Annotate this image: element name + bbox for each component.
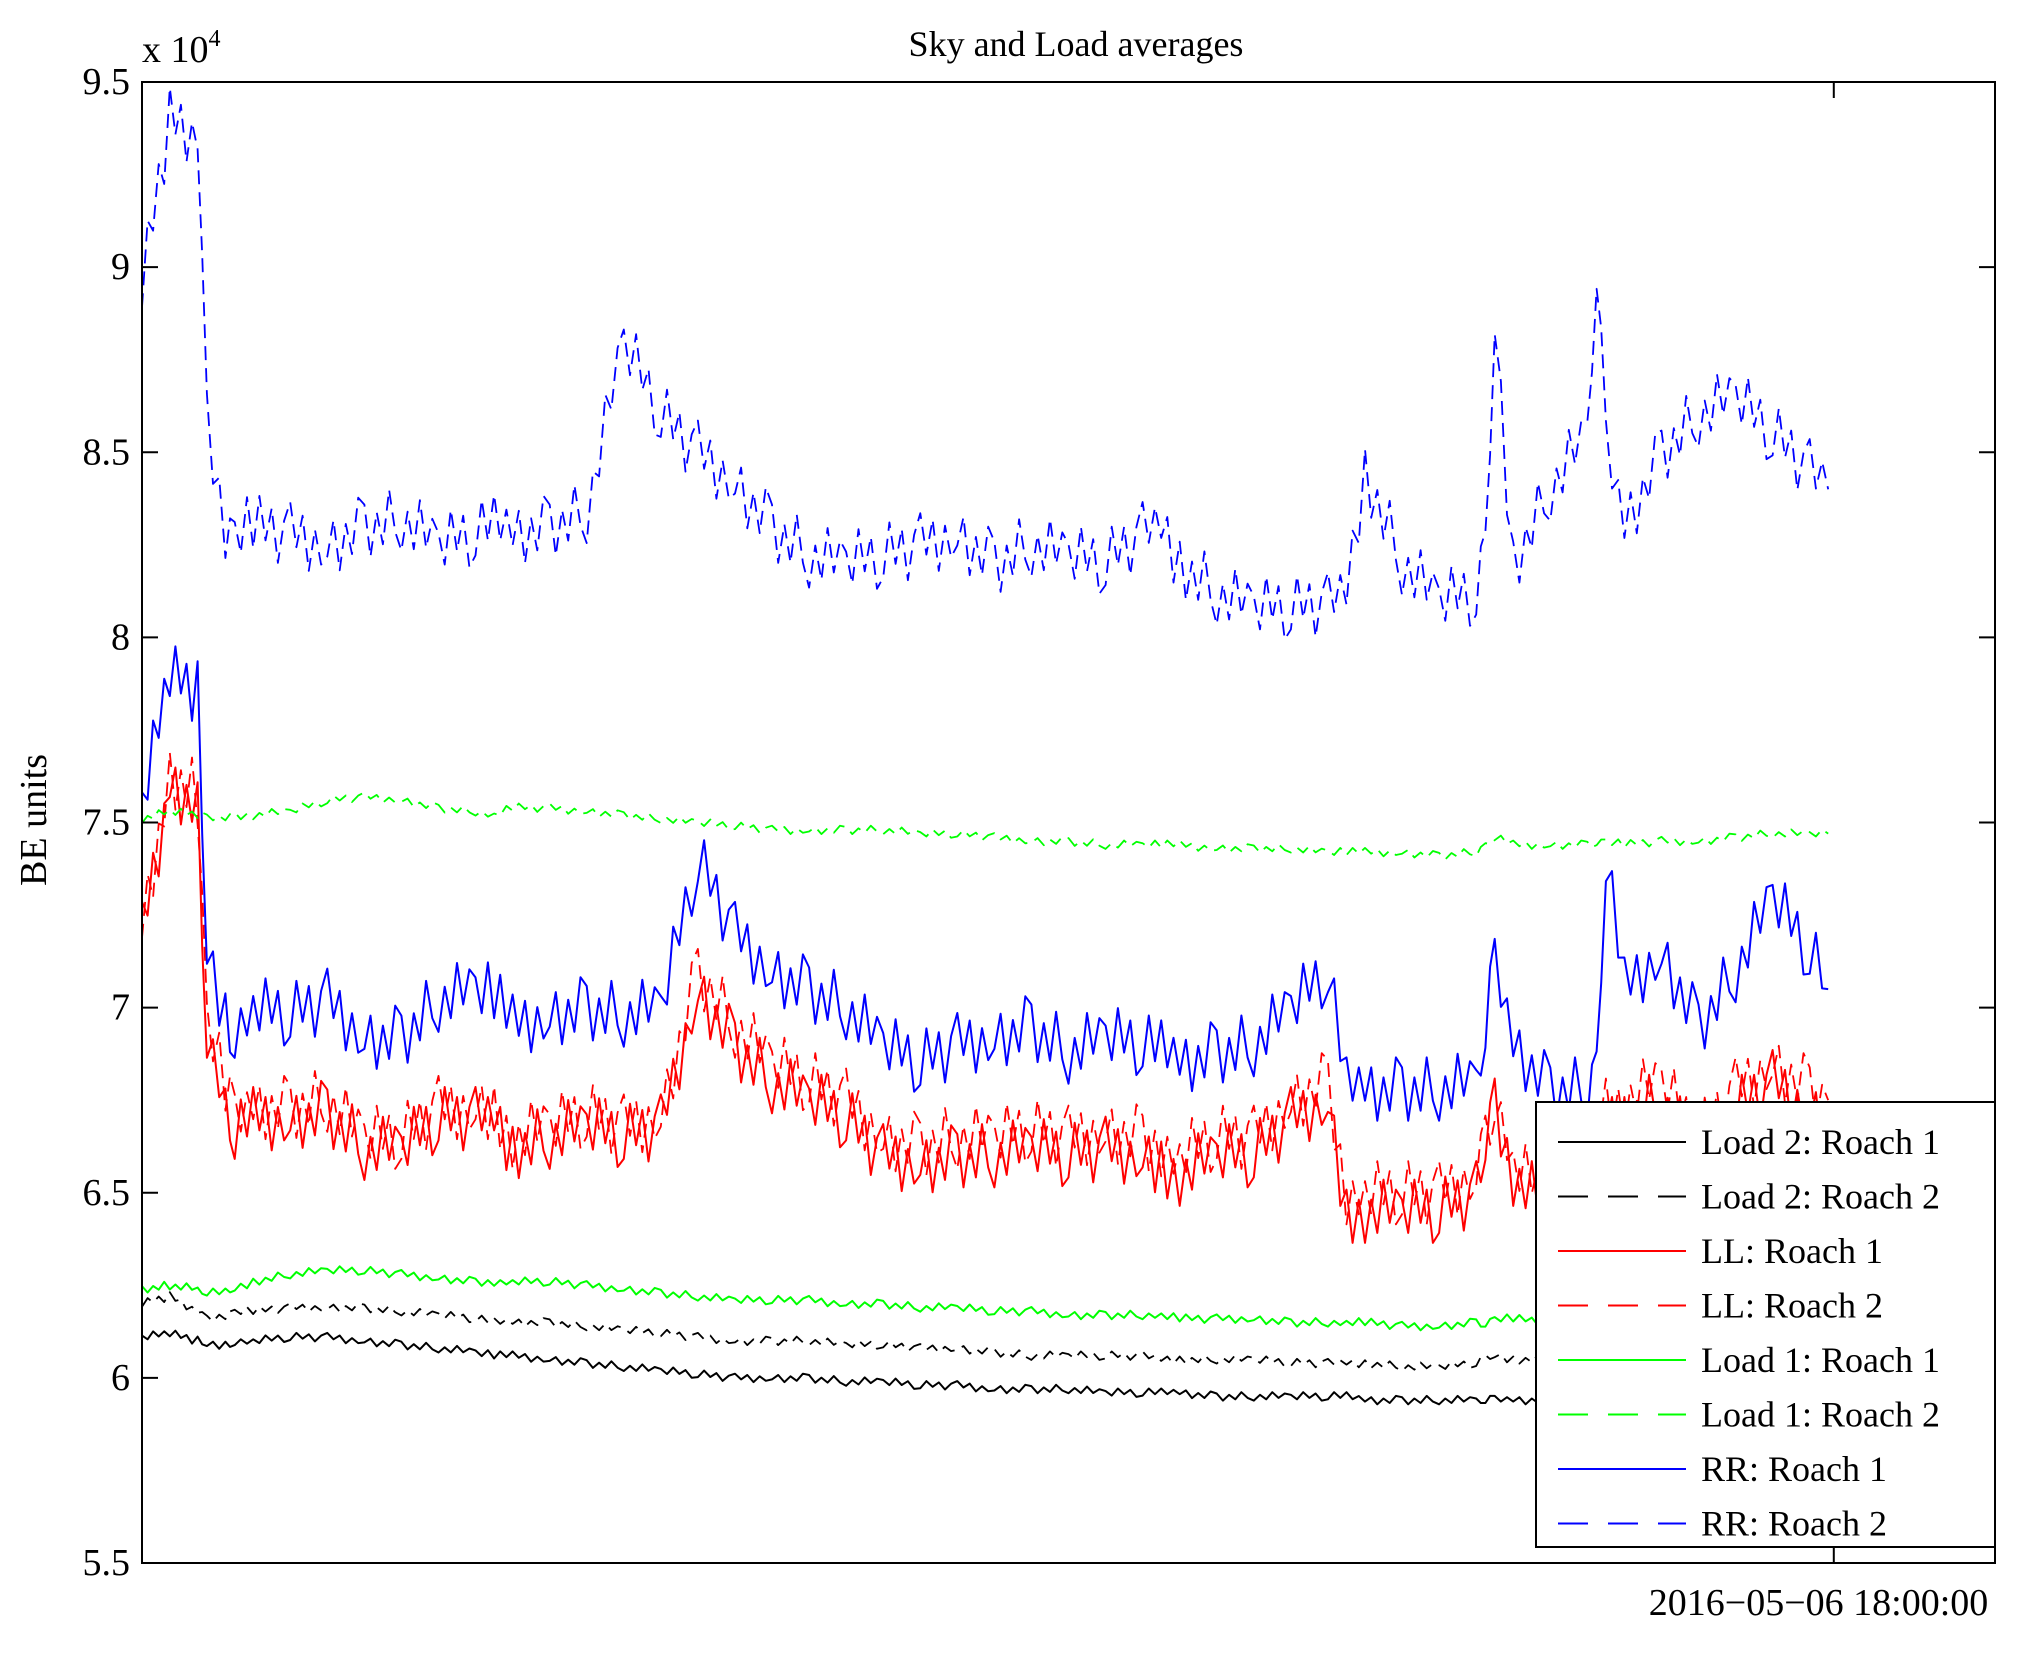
y-tick-label: 5.5: [83, 1542, 131, 1584]
x-tick-label: 2016−05−06 18:00:00: [1649, 1582, 1988, 1624]
y-exponent-base: x 10: [142, 29, 209, 71]
legend: Load 2: Roach 1 Load 2: Roach 2 LL: Roach …: [1535, 1101, 1996, 1548]
legend-entry-1: Load 2: Roach 1: [1701, 1122, 1940, 1162]
legend-entry-5: Load 1: Roach 1: [1701, 1340, 1940, 1380]
legend-entry-3: LL: Roach 1: [1701, 1231, 1883, 1271]
y-tick-label: 7: [111, 987, 130, 1029]
legend-entry-2: Load 2: Roach 2: [1701, 1177, 1940, 1217]
y-tick-label: 9: [111, 246, 130, 288]
legend-entry-4: LL: Roach 2: [1701, 1286, 1883, 1326]
series-line-6: [141, 791, 1829, 861]
y-axis-label: BE units: [13, 754, 55, 886]
legend-entry-6: Load 1: Roach 2: [1701, 1395, 1940, 1435]
axes: 5.5 6 6.5 7 7.5 8 8.5 9 9.5 2016−05−06 18:00:00: [83, 61, 1996, 1624]
y-tick-label: 6: [111, 1357, 130, 1399]
y-exponent-power: 4: [209, 26, 221, 52]
chart-title: Sky and Load averages: [909, 24, 1244, 64]
series-line-2: [141, 1291, 1829, 1372]
legend-entry-7: RR: Roach 1: [1701, 1449, 1887, 1489]
y-tick-label: 9.5: [83, 61, 131, 103]
y-tick-label: 8: [111, 616, 130, 658]
y-tick-label: 6.5: [83, 1172, 131, 1214]
series-line-7: [141, 645, 1829, 1122]
legend-box: [1535, 1101, 1996, 1548]
y-exponent-label: x 104: [142, 26, 221, 71]
series-line-8: [141, 86, 1830, 641]
y-tick-label: 7.5: [83, 802, 131, 844]
y-tick-label: 8.5: [83, 431, 131, 473]
legend-entry-8: RR: Roach 2: [1701, 1504, 1887, 1544]
